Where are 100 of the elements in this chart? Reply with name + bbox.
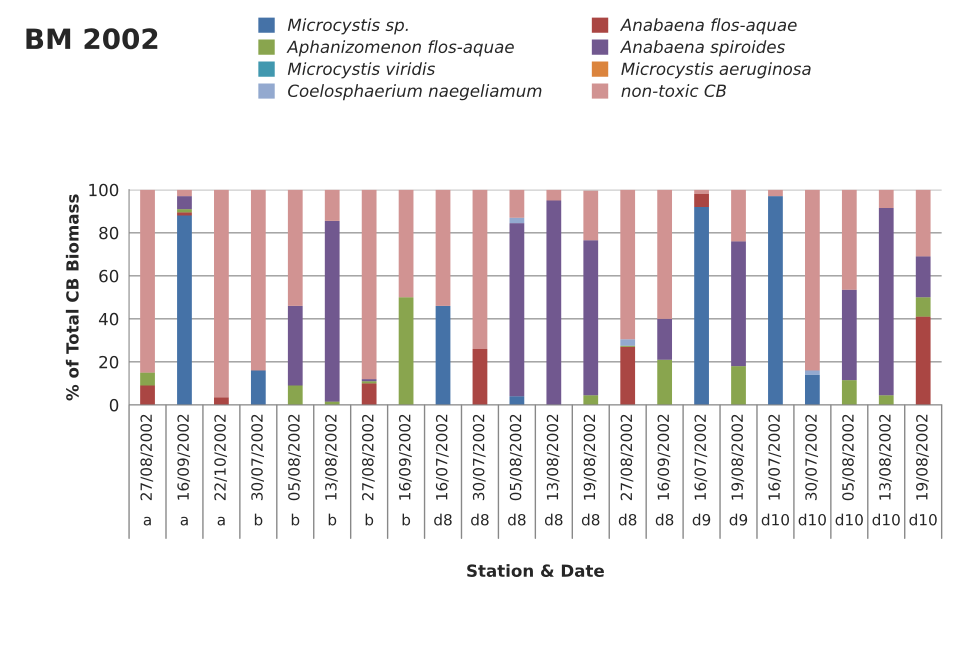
y-tick-label: 20: [99, 356, 118, 368]
bar: [140, 386, 155, 405]
x-tick-label: 19/08/2002: [584, 414, 596, 500]
bar: [804, 190, 820, 370]
bar: [140, 372, 155, 386]
x-tick-label: 16/07/2002: [768, 414, 782, 500]
bar: [583, 395, 598, 405]
x-axis-title: Station & Date: [467, 564, 604, 578]
x-tick-label: 22/10/2002: [214, 414, 228, 500]
text: b: [328, 514, 336, 526]
legend-label: Coelosphaerium naegeliamum: [288, 84, 542, 100]
bar: [324, 190, 340, 221]
x-tick-label: 05/08/2002: [288, 414, 301, 500]
legend-label: Microcystis sp.: [288, 18, 408, 34]
bar: [731, 241, 746, 366]
text: b: [366, 514, 374, 526]
text: a: [180, 516, 188, 526]
legend-label: Microcystis viridis: [288, 62, 435, 78]
text: b: [292, 514, 300, 526]
y-tick-label: 60: [99, 270, 118, 282]
bar: [583, 190, 598, 240]
bar: [250, 370, 266, 405]
bar: [657, 360, 672, 405]
bar: [472, 348, 488, 405]
bar: [250, 190, 266, 370]
text: d8: [544, 514, 562, 526]
text: d8: [508, 514, 526, 526]
bar: [768, 190, 783, 196]
bar: [731, 190, 746, 242]
legend-label: non-toxic CB: [621, 84, 726, 98]
bar: [804, 374, 820, 405]
bar: [472, 190, 488, 349]
bar: [916, 297, 931, 317]
text: d8: [471, 514, 489, 526]
bar: [510, 218, 524, 224]
x-tick-label: 16/07/2002: [436, 414, 449, 500]
bar: [583, 240, 598, 396]
bar: [398, 190, 414, 298]
text: d10: [836, 514, 863, 526]
bar: [214, 190, 229, 398]
text: d9: [730, 514, 748, 526]
text: d10: [798, 514, 826, 526]
bar: [768, 196, 783, 405]
text: d8: [582, 514, 600, 526]
x-tick-label: 27/08/2002: [140, 414, 154, 500]
x-tick-label: 13/08/2002: [325, 414, 338, 500]
bar: [177, 212, 192, 216]
bar: [436, 190, 450, 306]
text: d9: [692, 514, 710, 526]
text: d10: [762, 514, 789, 526]
text: d10: [909, 514, 937, 526]
x-tick-label: 19/08/2002: [731, 414, 744, 500]
bar: [620, 190, 636, 340]
legend-label: Microcystis aeruginosa: [621, 62, 811, 78]
x-tick-label: 13/08/2002: [546, 414, 560, 500]
bar: [842, 190, 857, 290]
bar: [362, 383, 377, 405]
bar: [620, 346, 636, 405]
text: d8: [656, 514, 674, 526]
bar: [916, 256, 931, 298]
bar: [510, 190, 524, 218]
bar: [657, 190, 672, 319]
y-tick-label: 0: [110, 398, 118, 412]
bar: [177, 196, 192, 210]
bar: [878, 190, 894, 208]
bar: [214, 397, 229, 405]
x-tick-label: 27/08/2002: [362, 414, 375, 500]
x-tick-label: 30/07/2002: [472, 414, 486, 500]
bar: [436, 306, 450, 405]
y-tick-label: 100: [89, 184, 118, 196]
chart-title: BM 2002: [26, 28, 158, 50]
text: d8: [434, 514, 452, 526]
bar: [288, 190, 303, 306]
x-tick-label: 05/08/2002: [842, 414, 855, 500]
bar: [731, 366, 746, 405]
bar: [546, 200, 562, 405]
bar: [657, 318, 672, 360]
bar: [842, 380, 857, 405]
y-tick-label: 80: [99, 226, 118, 240]
x-tick-label: 16/07/2002: [694, 414, 708, 500]
bar: [878, 208, 894, 396]
legend-label: Aphanizomenon flos-aquae: [286, 40, 514, 56]
y-axis-title: % of Total CB Biomass: [66, 194, 79, 400]
bar: [288, 386, 303, 405]
bar: [916, 316, 931, 405]
text: a: [144, 516, 151, 526]
text: d8: [618, 514, 636, 526]
x-tick-label: 19/08/2002: [916, 414, 929, 500]
x-tick-label: 13/08/2002: [879, 414, 892, 500]
text: a: [218, 516, 225, 526]
bar: [804, 370, 820, 375]
bar: [510, 223, 524, 396]
y-tick-label: 40: [98, 312, 118, 326]
bar: [324, 402, 340, 405]
text: b: [402, 514, 410, 526]
x-tick-label: 16/09/2002: [398, 414, 412, 500]
bar: [177, 190, 192, 196]
bar: [288, 306, 303, 386]
x-tick-label: 27/08/2002: [620, 414, 634, 500]
x-tick-label: 30/07/2002: [251, 414, 264, 500]
